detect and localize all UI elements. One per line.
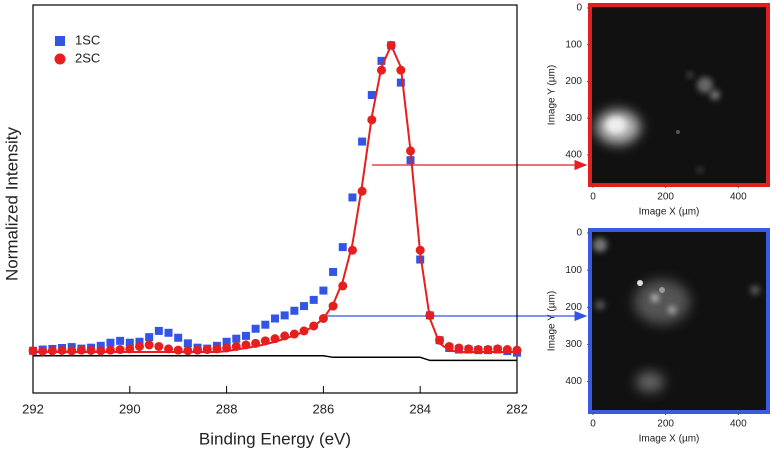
x-tick-label: 400 [730,192,747,203]
point [348,193,357,202]
image-top-content [592,7,766,183]
point [173,345,183,355]
y-tick-label: 400 [565,376,582,387]
point [251,324,260,333]
baseline-line [33,355,517,362]
plot-frame [32,4,518,394]
point [319,286,328,295]
x-tick-label: 288 [216,401,238,416]
x-tick-label: 400 [730,419,747,430]
point [144,340,154,350]
image-bottom-content [592,232,766,410]
point [232,334,241,343]
point [309,295,318,304]
y-tick-label: 400 [565,150,582,161]
x-tick-label: 290 [119,401,141,416]
y-tick-label: 100 [565,39,582,50]
point [105,345,115,355]
point [241,331,250,340]
point [164,328,173,337]
point [193,345,203,355]
legend-marker [55,36,65,46]
point [358,137,367,146]
point [86,345,96,355]
fit-line [33,42,517,354]
x-tick-label: 0 [590,192,596,203]
point [396,78,405,87]
point [174,333,183,342]
point [134,341,144,351]
point [96,341,105,350]
y-tick-label: 0 [576,3,582,14]
y-tick-label: 100 [565,265,582,276]
point [154,341,164,351]
y-tick-label: 0 [576,228,582,239]
point [300,302,309,311]
point [135,337,144,346]
point [183,346,193,356]
point [454,343,464,353]
x-tick-label: 286 [313,401,335,416]
x-tick-label: 200 [657,192,674,203]
point [271,314,279,323]
image-border [588,228,770,414]
point [290,306,299,315]
x-tick-label: 292 [22,401,44,416]
y-tick-label: 200 [565,302,582,313]
x-axis-label: Image X (µm) [639,434,700,445]
image-border [588,3,770,187]
point [512,345,522,355]
legend-marker [54,53,66,65]
point [338,243,347,252]
point [222,337,231,346]
point [261,320,270,329]
y-tick-label: 200 [565,76,582,87]
point [280,311,289,320]
point [367,91,376,100]
x-tick-label: 282 [506,401,528,416]
point [116,336,125,345]
point [57,345,67,355]
legend-label: 2SC [75,50,100,65]
point [183,339,192,348]
x-axis-label: Binding Energy (eV) [199,429,351,448]
point [76,345,86,355]
point [377,56,386,65]
point [67,346,77,356]
y-axis-label: Image Y (µm) [547,65,558,125]
legend-label: 1SC [75,32,100,47]
y-axis-label: Image Y (µm) [547,291,558,351]
point [106,338,115,347]
y-tick-label: 300 [565,113,582,124]
point [154,326,163,335]
point [96,346,106,356]
x-tick-label: 284 [409,401,431,416]
point [28,346,38,356]
y-tick-label: 300 [565,339,582,350]
y-axis-label: Normalized Intensity [2,127,21,282]
point [145,333,154,342]
point [329,267,338,276]
x-tick-label: 200 [657,419,674,430]
point [47,346,57,356]
x-axis-label: Image X (µm) [639,207,700,218]
x-tick-label: 0 [590,419,596,430]
point [125,338,134,347]
